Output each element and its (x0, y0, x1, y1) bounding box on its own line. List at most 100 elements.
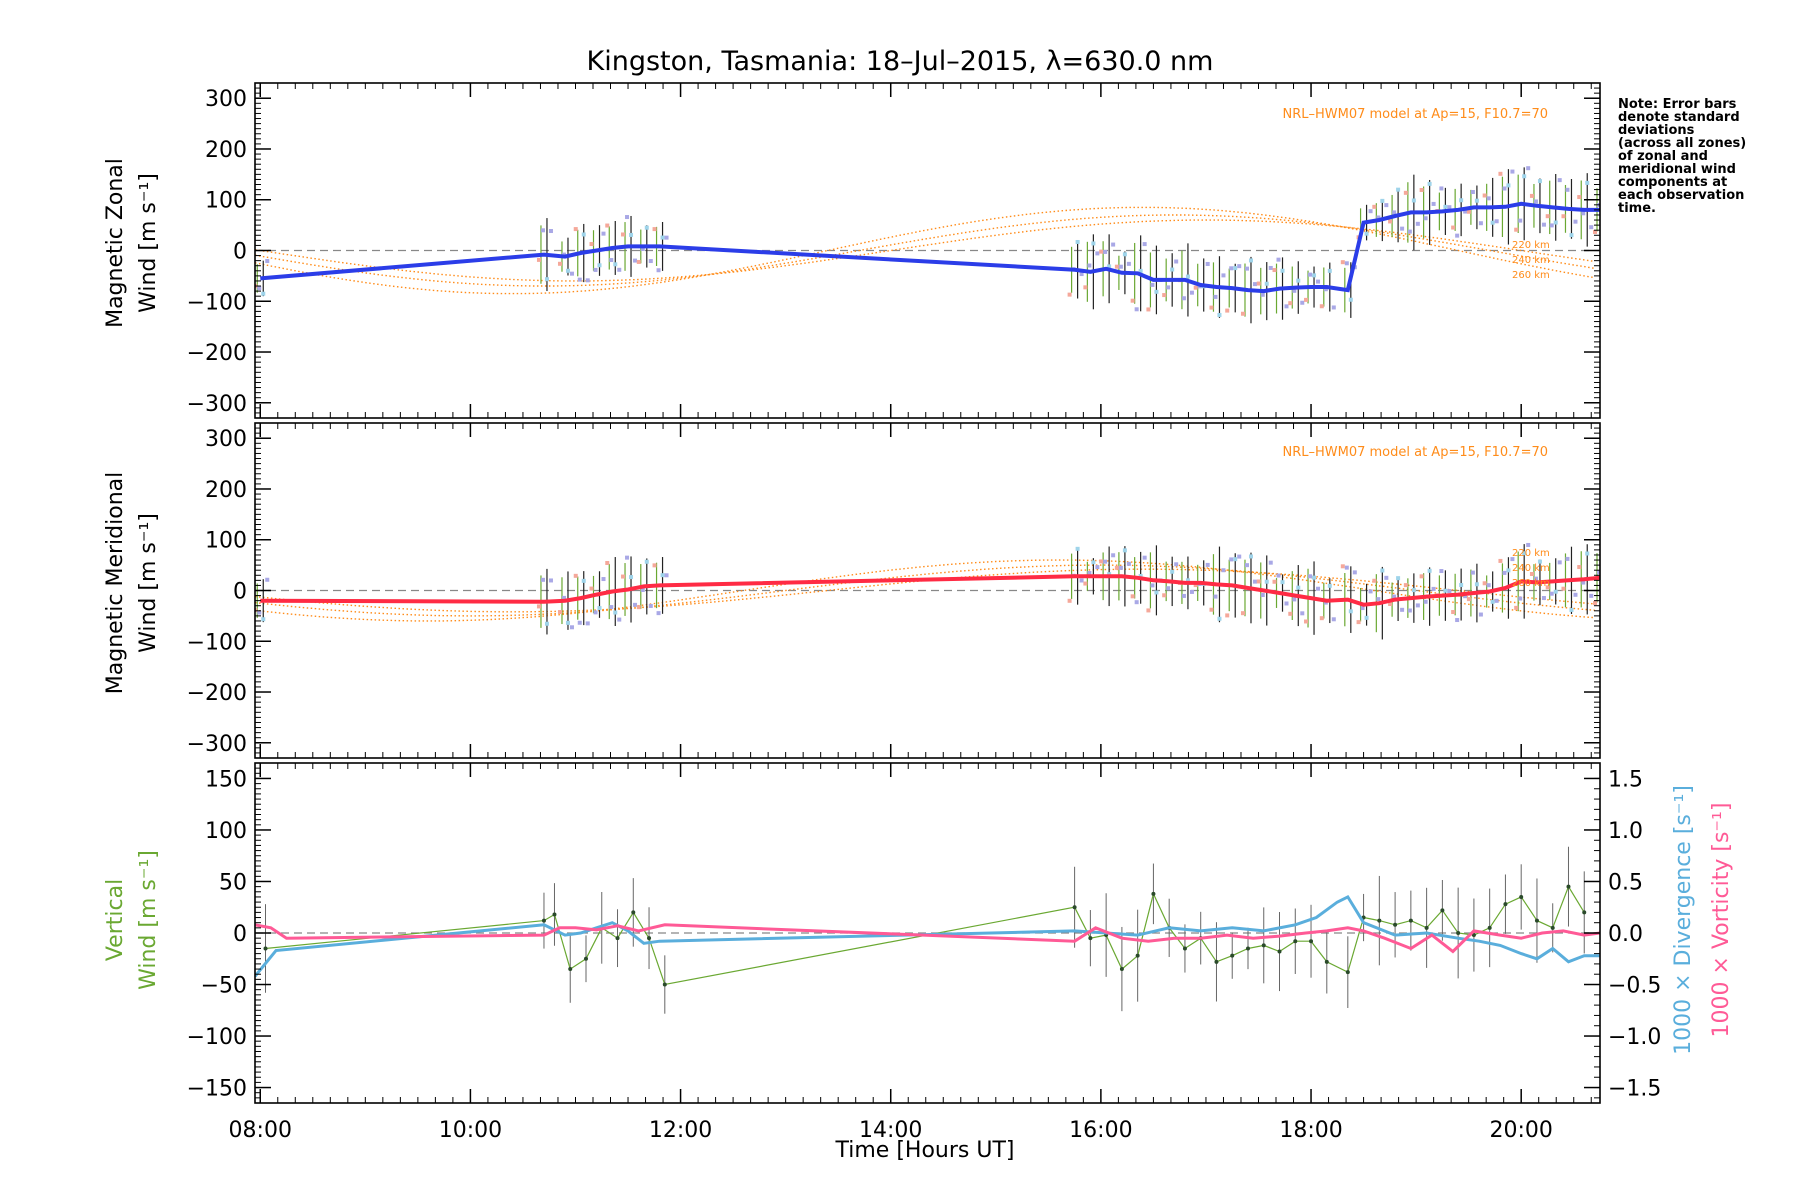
zone-point (1126, 261, 1131, 266)
zone-point (1589, 593, 1594, 598)
zone-point (1075, 546, 1080, 551)
zone-point (1327, 268, 1332, 273)
zone-point (565, 620, 570, 625)
zone-point (613, 610, 618, 615)
zone-point (1130, 594, 1135, 599)
zone-point (1463, 209, 1468, 214)
zone-point (1451, 225, 1456, 230)
zone-point (569, 625, 574, 630)
zone-point (621, 232, 626, 237)
zone-point (1268, 265, 1273, 270)
zone-point (1498, 558, 1503, 563)
zone-point (1331, 305, 1336, 310)
zone-point (1181, 296, 1186, 301)
vertical-wind-point (1293, 939, 1298, 944)
y-tick-label: 100 (205, 189, 247, 214)
y-tick-label: −50 (201, 974, 247, 999)
zone-point (1142, 242, 1147, 247)
zone-point (1459, 583, 1464, 588)
zone-point (585, 621, 590, 626)
zone-point (1486, 583, 1491, 588)
zone-point (1463, 594, 1468, 599)
vertical-wind-point (1519, 894, 1524, 899)
zone-point (1340, 564, 1345, 569)
zone-point (1312, 273, 1317, 278)
zone-point (1170, 569, 1175, 574)
zone-point (1272, 579, 1277, 584)
zone-point (581, 232, 586, 237)
vertical-wind-point (1261, 943, 1266, 948)
vertical-ylabel-line2: Wind [m s⁻¹] (136, 850, 161, 990)
zone-point (1384, 575, 1389, 580)
zone-point (1352, 570, 1357, 575)
zone-point (1248, 554, 1253, 559)
note-line: denote standard (1618, 110, 1740, 125)
zone-point (1252, 579, 1257, 584)
zone-point (1323, 287, 1328, 292)
altitude-label: 260 km (1512, 578, 1550, 589)
zone-point (1545, 585, 1550, 590)
zone-point (1573, 592, 1578, 597)
zone-point (1087, 570, 1092, 575)
zone-point (1529, 193, 1534, 198)
zone-point (573, 573, 578, 578)
zone-point (536, 257, 541, 262)
meridional-wind-panel: Magnetic Meridional Wind [m s⁻¹] NRL–HWM… (103, 422, 1605, 759)
zone-point (1364, 231, 1369, 236)
zone-point (1244, 563, 1249, 568)
zone-point (589, 242, 594, 247)
zone-point (1111, 553, 1116, 558)
zone-point (1166, 285, 1171, 290)
zone-point (1537, 179, 1542, 184)
zone-point (660, 573, 665, 578)
zone-point (1107, 264, 1112, 269)
vertical-wind-point (1566, 884, 1571, 889)
zone-point (561, 595, 566, 600)
zone-point (1292, 288, 1297, 293)
x-tick-label: 20:00 (1489, 1118, 1552, 1143)
zone-point (1162, 293, 1167, 298)
y-tick-label: 150 (205, 767, 247, 792)
zone-point (1083, 581, 1088, 586)
zone-point (1372, 578, 1377, 583)
vorticity-line (255, 923, 1600, 954)
vertical-wind-point (583, 956, 588, 961)
zone-point (1300, 300, 1305, 305)
zone-point (1225, 308, 1230, 313)
zone-point (1284, 601, 1289, 606)
vertical-wind-point (1503, 902, 1508, 907)
x-tick-label: 18:00 (1279, 1118, 1342, 1143)
y-tick-label: 200 (205, 138, 247, 163)
zone-point (565, 268, 570, 273)
zone-point (1565, 556, 1570, 561)
zone-point (629, 232, 634, 237)
zone-point (1225, 613, 1230, 618)
vertical-wind-point (1345, 970, 1350, 975)
zone-point (1276, 573, 1281, 578)
zone-point (1411, 588, 1416, 593)
zone-point (1288, 611, 1293, 616)
note-line: of zonal and (1618, 149, 1708, 164)
zone-point (1111, 242, 1116, 247)
zone-point (1601, 578, 1605, 582)
zone-point (1122, 548, 1127, 553)
zone-point (1415, 603, 1420, 608)
zone-point (1319, 616, 1324, 621)
zone-point (1256, 281, 1261, 286)
vertical-wind-point (1072, 905, 1077, 910)
zone-point (605, 560, 610, 565)
zone-point (1154, 289, 1159, 294)
vertical-wind-point (1440, 908, 1445, 913)
zone-point (1589, 225, 1594, 230)
zone-point (1181, 593, 1186, 598)
zone-point (1490, 220, 1495, 225)
zone-point (1388, 219, 1393, 224)
zone-point (1146, 307, 1151, 312)
zone-point (1396, 576, 1401, 581)
zone-point (1327, 583, 1332, 588)
zone-point (1304, 297, 1309, 302)
zone-point (648, 259, 653, 264)
zone-point (652, 227, 657, 232)
zone-point (557, 610, 562, 615)
zone-point (1470, 190, 1475, 195)
